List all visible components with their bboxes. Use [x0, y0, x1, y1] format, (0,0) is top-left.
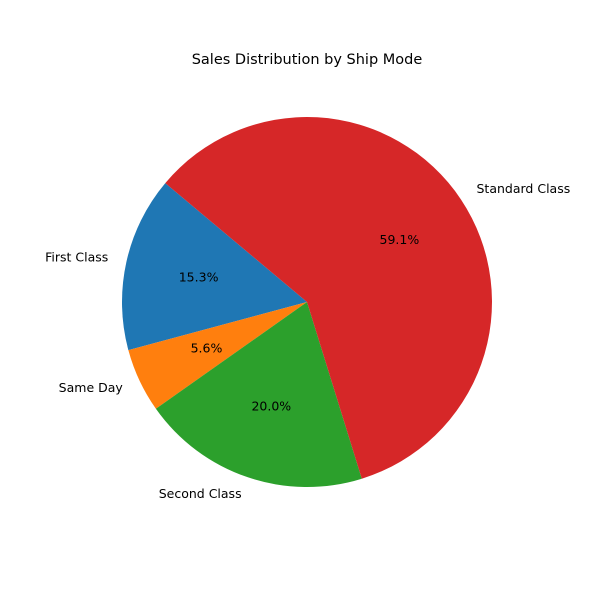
pie-slices [121, 117, 492, 488]
pie-slice-first-class [121, 183, 307, 351]
pie-slice-standard-class [165, 117, 492, 479]
slice-label-first-class: First Class [45, 250, 108, 265]
slice-percent-first-class: 15.3% [179, 270, 219, 285]
slice-label-second-class: Second Class [159, 486, 242, 501]
pie-slice-second-class [155, 302, 362, 488]
pie-slice-same-day [128, 302, 307, 409]
pie-labels: First Class 15.3% Same Day 5.6% Second Class… [45, 181, 570, 501]
slice-percent-second-class: 20.0% [251, 399, 291, 414]
chart-title: Sales Distribution by Ship Mode [192, 52, 423, 68]
slice-label-standard-class: Standard Class [477, 181, 571, 196]
slice-percent-standard-class: 59.1% [380, 232, 420, 247]
slice-label-same-day: Same Day [59, 380, 124, 395]
slice-percent-same-day: 5.6% [191, 341, 223, 356]
